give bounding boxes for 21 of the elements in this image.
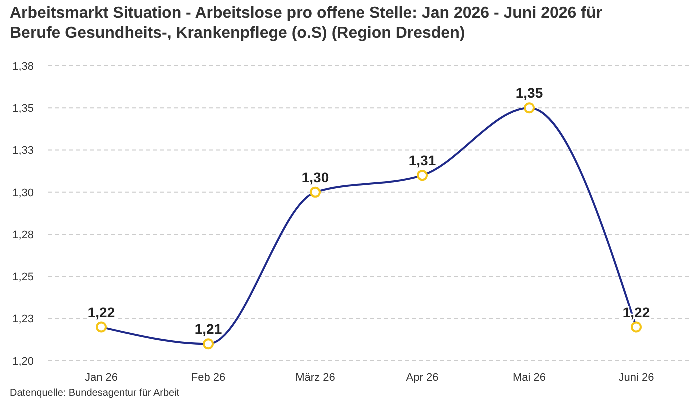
- data-label: 1,22: [88, 304, 116, 320]
- x-tick-label: Mai 26: [512, 372, 546, 384]
- y-tick-label: 1,38: [12, 60, 34, 73]
- data-label: 1,35: [516, 85, 544, 102]
- y-tick-label: 1,35: [12, 102, 34, 115]
- text: Datenquelle: Bundesagentur für Arbeit: [10, 388, 180, 399]
- data-label: 1,21: [194, 321, 222, 338]
- x-tick-label: Jan 26: [84, 372, 118, 384]
- data-label: 1,30: [302, 169, 330, 186]
- y-tick-label: 1,28: [12, 229, 34, 242]
- y-tick-label: 1,33: [12, 145, 34, 158]
- x-tick-label: März 26: [296, 372, 336, 384]
- y-tick-label: 1,20: [12, 356, 34, 368]
- x-tick-label: Feb 26: [191, 372, 226, 384]
- x-tick-label: Apr 26: [406, 372, 439, 384]
- x-tick-label: Juni 26: [618, 372, 654, 384]
- y-tick-label: 1,30: [12, 187, 34, 200]
- chart-title: Arbeitsmarkt Situation - Arbeitslose pro offene Stelle: Jan 2026 - Juni 2026 für Berufe Gesundheits-, Krankenpflege (o.S) (Region Dresden): [10, 5, 602, 42]
- data-label: 1,31: [408, 152, 436, 169]
- y-tick-label: 1,23: [12, 314, 34, 326]
- y-tick-label: 1,25: [12, 272, 34, 284]
